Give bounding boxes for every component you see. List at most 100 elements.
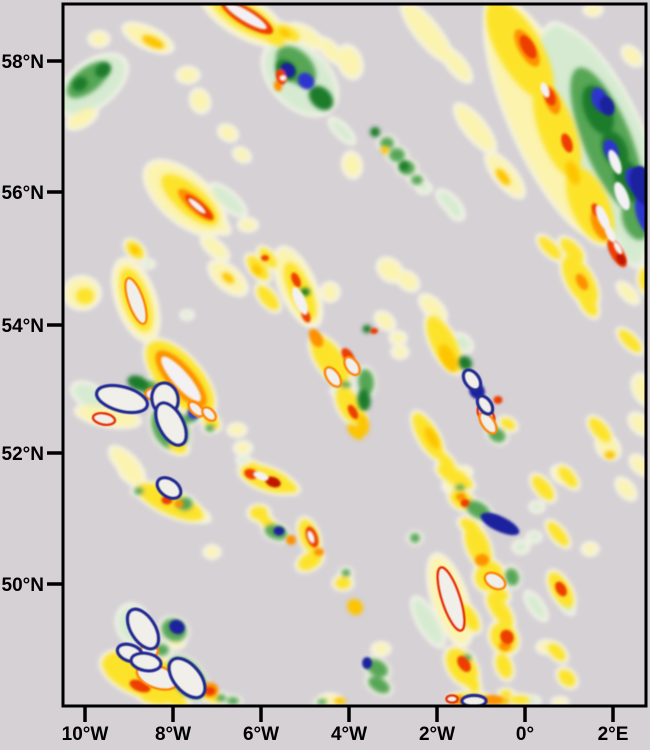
y-axis-tick-label: 58°N <box>2 52 44 73</box>
contour-blob <box>487 4 513 36</box>
contour-blob <box>239 457 247 463</box>
x-axis-tick-label: 2°W <box>419 724 455 745</box>
contour-blob <box>557 50 583 74</box>
contour-blob <box>323 284 337 300</box>
contour-blob <box>590 210 610 240</box>
contour-blob <box>575 273 589 291</box>
contour-blob <box>379 259 401 281</box>
contour-blob <box>183 312 191 318</box>
contour-blob <box>456 493 466 501</box>
contour-blob <box>449 205 463 219</box>
contour-blob <box>174 500 184 508</box>
contour-blob <box>334 697 346 705</box>
contour-blob <box>314 548 324 556</box>
contour-blob <box>380 137 394 149</box>
contour-line-loop <box>436 566 466 632</box>
contour-blob <box>399 161 409 171</box>
contour-blob <box>179 68 197 82</box>
contour-blob <box>222 272 234 284</box>
contour-blob <box>604 451 616 459</box>
contour-blob <box>216 694 226 702</box>
contour-line-loop <box>167 656 207 700</box>
contour-blob <box>464 674 480 692</box>
contour-blob <box>455 335 471 351</box>
contour-line-loop <box>129 651 163 673</box>
y-axis: 58°N 56°N 54°N 52°N 50°N <box>2 52 63 596</box>
contour-blob <box>532 82 582 178</box>
contour-blob <box>357 389 371 411</box>
contour-blob <box>308 328 324 348</box>
y-axis-tick-label: 56°N <box>2 183 44 204</box>
contour-blob <box>220 126 236 140</box>
contour-blob <box>279 75 287 81</box>
contour-blob <box>161 356 201 402</box>
contour-blob <box>392 333 404 343</box>
contour-blob <box>310 335 350 385</box>
contour-blob <box>608 149 622 175</box>
contour-blob <box>335 577 351 589</box>
contour-blob <box>347 598 363 616</box>
contour-blob <box>457 355 473 371</box>
contour-blob <box>253 471 269 481</box>
contour-blob <box>177 497 193 511</box>
contour-blob <box>547 521 569 547</box>
contour-blob <box>91 33 107 45</box>
contour-blob <box>456 105 494 151</box>
contour-blob <box>339 47 361 77</box>
x-axis-tick-label: 8°W <box>155 724 191 745</box>
contour-line-loop <box>124 276 148 326</box>
contour-blob <box>362 325 372 333</box>
contour-blob <box>343 154 361 176</box>
contour-blob <box>599 96 615 116</box>
contour-blob <box>578 289 598 317</box>
contour-blob <box>629 165 646 207</box>
contour-blob <box>307 530 315 544</box>
contour-blob <box>460 499 470 507</box>
contour-blob <box>480 512 520 536</box>
contour-blob <box>538 236 562 260</box>
contour-blob <box>554 699 566 705</box>
contour-blob <box>457 655 471 673</box>
contour-blob <box>410 533 420 543</box>
contour-blob <box>548 643 566 661</box>
contour-blob <box>291 272 301 288</box>
contour-blob <box>555 581 567 597</box>
contour-blob <box>519 35 537 59</box>
contour-blob <box>256 285 280 311</box>
contour-blob <box>618 283 638 303</box>
contour-blob <box>362 657 372 669</box>
x-axis-tick-label: 4°W <box>331 724 367 745</box>
contour-blob <box>550 24 574 46</box>
contour-blob <box>297 72 315 90</box>
contour-blob <box>370 328 378 334</box>
contour-blob <box>341 569 351 577</box>
contour-blob <box>240 220 256 230</box>
contour-blob <box>191 91 209 111</box>
contour-blob <box>495 168 511 186</box>
contour-blob <box>515 542 527 552</box>
contour-blob <box>614 181 630 211</box>
contour-blob <box>500 629 514 645</box>
contour-blob <box>455 484 465 492</box>
contour-blob <box>236 443 250 453</box>
plot-frame <box>61 2 648 708</box>
contour-blob <box>374 644 388 654</box>
contour-blob <box>558 466 578 488</box>
contour-blob <box>500 418 516 430</box>
contour-blob <box>68 108 96 128</box>
x-axis-tick-label: 10°W <box>62 724 109 745</box>
contour-blob <box>638 267 646 293</box>
contour-field <box>63 4 646 706</box>
contour-blob <box>141 35 165 49</box>
contour-blob <box>211 185 245 215</box>
contour-blob <box>540 82 550 98</box>
contour-blob <box>76 288 94 304</box>
contour-blob <box>279 28 291 38</box>
contour-blob <box>588 417 612 443</box>
contour-blob <box>421 296 445 320</box>
contour-blob <box>526 593 546 619</box>
contour-blob <box>347 404 359 420</box>
contour-blob <box>500 690 512 698</box>
